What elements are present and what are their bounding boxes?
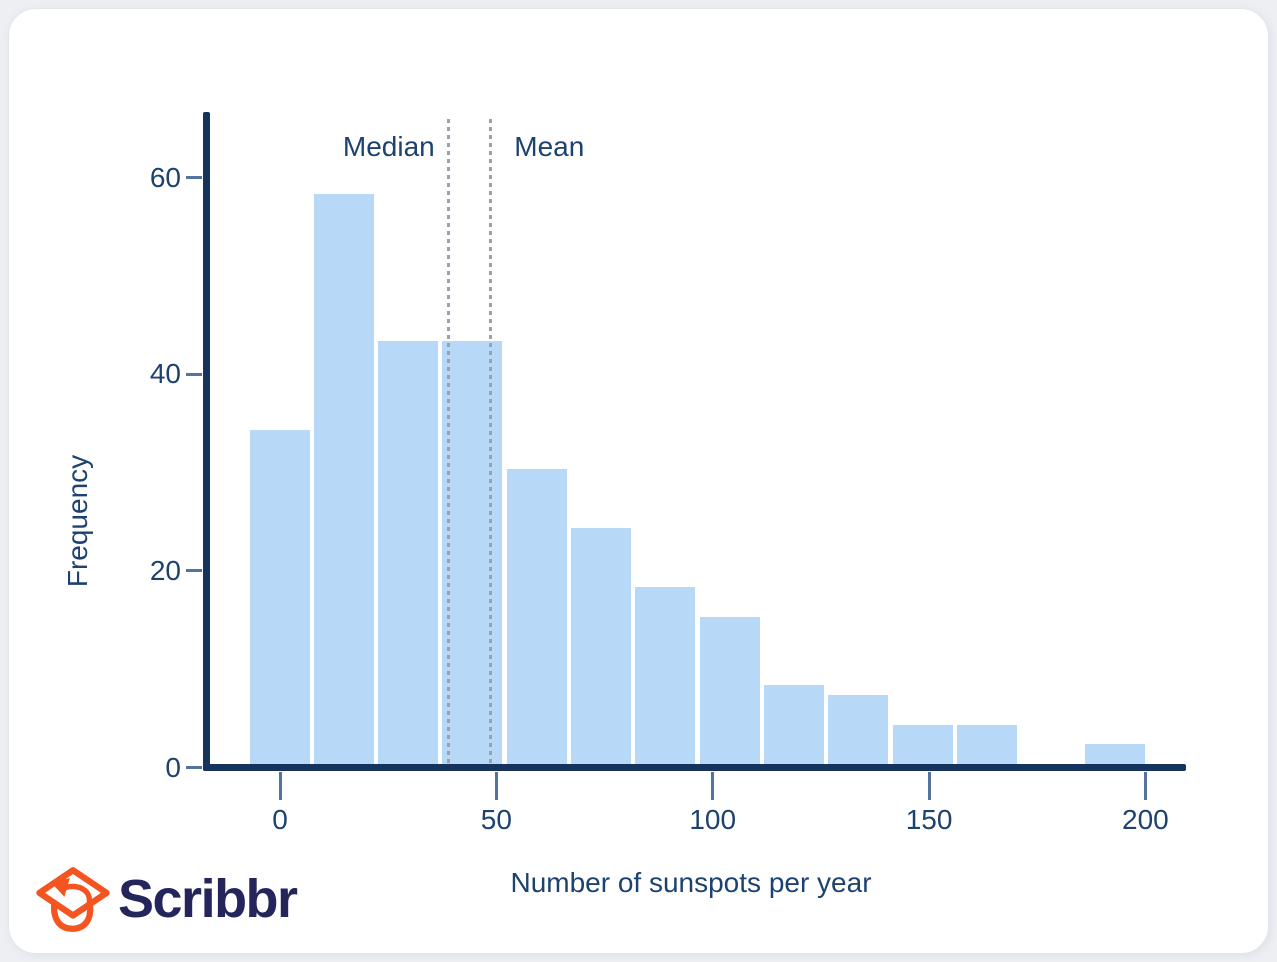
y-tick-label: 40 [149,358,181,390]
y-axis-tick [186,176,202,180]
y-tick-label: 0 [165,751,181,783]
graduation-cap-arrow-icon [36,867,110,932]
x-tick-label: 200 [1122,804,1169,835]
histogram-bar [828,695,889,764]
histogram-bar [571,528,631,764]
x-axis-tick [1143,772,1147,800]
histogram-bar [313,193,374,764]
y-axis-title: Frequency [62,454,93,588]
y-axis-line [203,112,210,771]
histogram-bar [249,429,310,764]
x-axis-tick [278,772,282,800]
x-axis-tick [927,772,931,800]
x-tick-label: 100 [689,804,737,835]
mean-line [488,119,492,764]
histogram-bar [506,469,567,764]
histogram-bar [699,616,760,764]
x-tick-label: 50 [480,804,512,835]
histogram-bar [442,341,503,764]
histogram-bar [378,341,439,764]
chart-card: 0 20 40 60 0 50 100 150 200 Median Mean Frequency… [8,8,1269,954]
histogram-bar [1085,744,1146,764]
histogram-bar [635,587,696,764]
histogram-bar [763,685,824,764]
y-axis-tick [186,569,202,573]
histogram-bar [892,724,953,764]
mean-label: Mean [514,131,585,162]
histogram-bar [956,724,1017,764]
median-label: Median [342,131,435,162]
y-tick-label: 20 [149,554,181,586]
x-tick-label: 150 [905,804,953,835]
median-line [447,119,451,764]
x-axis-tick [494,772,498,800]
y-axis-tick [186,372,202,376]
x-axis-title: Number of sunspots per year [510,867,872,898]
y-tick-label: 60 [149,161,181,193]
scribbr-logo: Scribbr [34,860,334,944]
scribbr-wordmark: Scribbr [118,869,298,929]
x-tick-label: 0 [272,804,288,835]
x-axis-tick [711,772,715,800]
y-axis-tick [186,766,202,769]
x-axis-line [203,764,1186,771]
